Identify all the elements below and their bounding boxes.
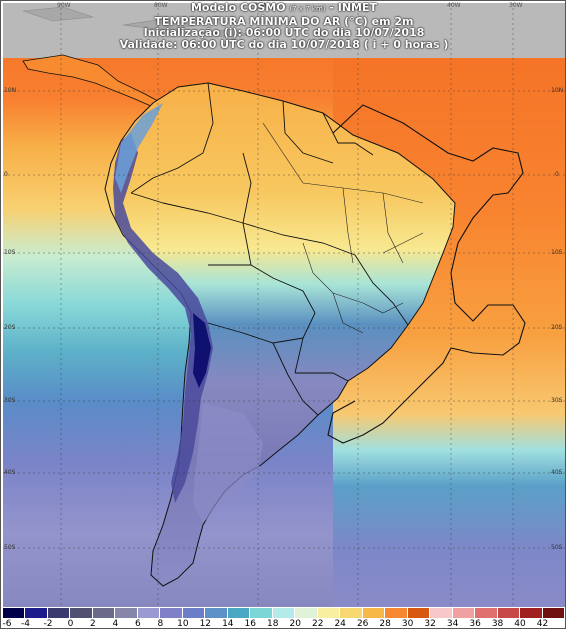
lon-label: 80W [154, 2, 168, 9]
andes-cold-region [113, 133, 213, 503]
legend-swatch [317, 608, 341, 618]
legend-tick-label: -4 [20, 619, 30, 629]
legend-swatch [115, 608, 138, 618]
initialization-time: Inicialização (i): 06:00 UTC do dia 10/0… [143, 26, 425, 39]
lat-label: 0 [555, 171, 559, 178]
legend-swatch [542, 608, 566, 618]
legend-swatch [227, 608, 251, 618]
legend-tick-label: 22 [311, 619, 324, 629]
legend-tick-label: 10 [177, 619, 189, 629]
lat-label: 30S [4, 397, 16, 404]
masked-north-area [3, 3, 565, 58]
lat-label: 30S [551, 397, 563, 404]
lat-lon-grid [3, 3, 565, 607]
legend-swatch [272, 608, 296, 618]
lat-label: 10N [4, 87, 17, 94]
lat-label: 50S [4, 544, 16, 551]
legend-tick-label: 14 [222, 619, 234, 629]
lat-label: 40S [4, 469, 16, 476]
lat-label: 20S [4, 324, 16, 331]
legend-tick-label: 34 [446, 619, 459, 629]
legend-swatch [3, 608, 26, 618]
legend-tick-label: 42 [536, 619, 549, 629]
legend-tick-label: 38 [491, 619, 504, 629]
legend-swatch [520, 608, 543, 618]
legend-tick-label: 12 [199, 619, 212, 629]
lat-label: 10S [551, 249, 563, 256]
color-legend: -6 -4 -2 0 2 4 6 8 10 12 14 16 18 20 22 24 26 28 30 32 34 36 3… [1, 607, 566, 630]
legend-tick-label: 30 [401, 619, 414, 629]
country-borders [130, 82, 409, 416]
legend-tick-label: -6 [2, 619, 12, 629]
lon-label: 40W [447, 2, 461, 9]
legend-tick-label: 40 [514, 619, 526, 629]
lon-label: 90W [57, 2, 71, 9]
map-title: Modelo COSMO (7 x 7 km) - INMET TEMPERAT… [1, 1, 566, 50]
caribbean-islands [22, 6, 249, 38]
lat-label: 10N [551, 87, 564, 94]
model-line: Modelo COSMO (7 x 7 km) - INMET [1, 2, 566, 16]
legend-swatch [47, 608, 71, 618]
legend-tick-label: 26 [356, 619, 369, 629]
variable-title: TEMPERATURA MÍNIMA DO AR (°C) em 2m [154, 14, 414, 28]
lat-label: 0 [4, 171, 8, 178]
legend-swatch [160, 608, 183, 618]
central-america [22, 54, 159, 108]
legend-swatch [452, 608, 476, 618]
legend-swatch [137, 608, 161, 618]
legend-tick-label: 16 [244, 619, 256, 629]
legend-tick-label: -2 [43, 619, 53, 629]
state-borders [262, 122, 424, 334]
legend-swatch [182, 608, 206, 618]
legend-tick-label: 20 [289, 619, 301, 629]
temperature-map [3, 3, 565, 607]
model-resolution: (7 x 7 km) [289, 5, 326, 13]
legend-swatch [407, 608, 431, 618]
lon-label: 70W [254, 2, 268, 9]
legend-tick-label: 32 [424, 619, 436, 629]
legend-swatch [70, 608, 93, 618]
legend-swatch [205, 608, 228, 618]
legend-swatch [430, 608, 453, 618]
legend-swatch [25, 608, 48, 618]
validity-time: Validade: 06:00 UTC do dia 10/07/2018 ( … [119, 37, 449, 51]
legend-swatch [92, 608, 116, 618]
legend-tick-label: 0 [67, 619, 74, 629]
legend-swatch [362, 608, 386, 618]
legend-swatch [250, 608, 273, 618]
lat-label: 40S [551, 469, 563, 476]
lat-label: 50S [551, 544, 563, 551]
northern-andes [115, 103, 163, 193]
model-name: Modelo COSMO [190, 1, 286, 14]
legend-tick-label: 36 [469, 619, 481, 629]
legend-tick-label: 24 [334, 619, 346, 629]
patagonia-land [193, 403, 263, 523]
legend-tick-label: 28 [379, 619, 391, 629]
lon-label: 30W [509, 2, 523, 9]
legend-swatch [385, 608, 408, 618]
legend-tick-label: 4 [112, 619, 119, 629]
maritime-boundary [327, 104, 526, 444]
legend-tick-label: 2 [90, 619, 96, 629]
lat-label: 10S [4, 249, 16, 256]
legend-swatch [497, 608, 521, 618]
legend-swatch [340, 608, 363, 618]
legend-swatch [475, 608, 498, 618]
lat-label: 20S [551, 324, 563, 331]
legend-tick-label: 8 [157, 619, 164, 629]
legend-swatch [295, 608, 318, 618]
legend-tick-label: 6 [135, 619, 141, 629]
legend-tick-label: 18 [267, 619, 279, 629]
legend-color-bar [3, 608, 566, 618]
model-source: - INMET [329, 1, 378, 14]
andes-coldest-core [193, 313, 211, 388]
